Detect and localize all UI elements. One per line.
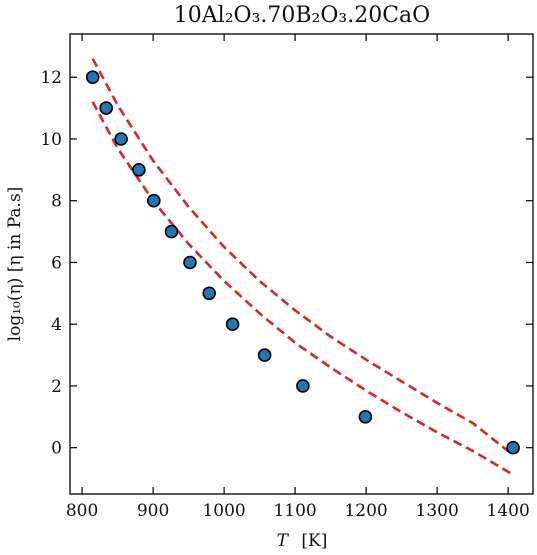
fit-curves [91, 58, 513, 476]
y-tick-label: 4 [51, 315, 62, 335]
plot-area [69, 33, 534, 495]
x-tick-label: 900 [137, 501, 169, 521]
data-point-3 [114, 132, 128, 146]
plot-frame [69, 33, 534, 495]
y-tick-label: 0 [51, 439, 62, 459]
data-point-10 [257, 348, 272, 362]
x-axis-unit: [K] [301, 531, 327, 551]
data-point-1 [85, 70, 100, 84]
x-tick-label: 1300 [416, 501, 459, 521]
data-point-6 [164, 224, 179, 239]
x-tick-label: 800 [66, 501, 98, 521]
x-axis-title: T [K] [277, 531, 328, 551]
x-tick-label: 1400 [487, 501, 530, 521]
y-axis-ticks: 0 2 4 6 8 10 12 [40, 68, 533, 459]
x-axis-ticks: 800 900 1000 1100 1200 1300 1400 [66, 34, 530, 521]
data-point-9 [225, 317, 240, 332]
y-tick-label: 12 [40, 68, 62, 88]
data-point-2 [99, 101, 113, 115]
data-point-12 [358, 409, 373, 424]
y-tick-label: 2 [51, 377, 62, 397]
data-point-8 [202, 286, 216, 301]
x-tick-label: 1100 [273, 501, 316, 521]
x-tick-label: 1200 [344, 501, 387, 521]
y-tick-label: 10 [40, 130, 62, 150]
data-point-13 [506, 440, 520, 455]
y-axis-title: log₁₀(η) [η in Pa.s] [5, 187, 25, 342]
data-point-7 [183, 255, 197, 270]
fit-curve-2 [91, 101, 513, 476]
data-point-11 [296, 379, 310, 393]
data-point-5 [147, 193, 161, 208]
y-tick-label: 6 [51, 253, 62, 273]
data-point-4 [132, 163, 146, 177]
chart-title: 10Al₂O₃.70B₂O₃.20CaO [174, 3, 430, 28]
x-axis-variable: T [277, 531, 290, 551]
data-points [85, 70, 520, 455]
y-tick-label: 8 [51, 192, 62, 212]
x-tick-label: 1000 [202, 501, 245, 521]
fit-curve-1 [91, 58, 513, 455]
